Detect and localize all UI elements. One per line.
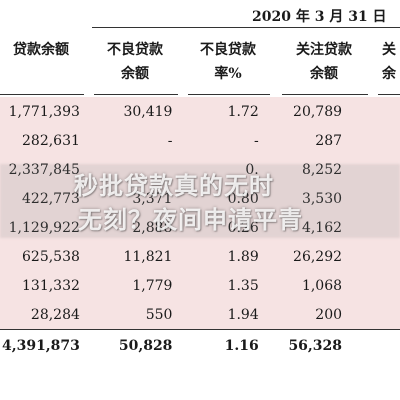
header-rule: [378, 94, 400, 95]
cell-loan: 282,631: [0, 126, 86, 155]
table-header: 贷款余额 不良贷款 余额 不良贷款 率% 关注贷款 余额 关 余: [0, 38, 400, 94]
cell-truncated: [354, 300, 400, 330]
cell-truncated: [354, 329, 400, 362]
cell-ratio: 0.: [186, 155, 273, 184]
watermark-band: [0, 164, 400, 238]
table-total-row: 4,391,873 50,828 1.16 56,328: [0, 329, 400, 362]
cell-ratio: 1.72: [186, 97, 273, 126]
cell-ratio: 1.89: [186, 242, 273, 271]
cell-truncated: [354, 155, 400, 184]
cell-loan: 1,771,393: [0, 97, 86, 126]
table-row: 131,332 1,779 1.35 1,068: [0, 271, 400, 300]
table-row: 282,631 - - 287: [0, 126, 400, 155]
cell-truncated: [354, 271, 400, 300]
loan-quality-table: 1,771,393 30,419 1.72 20,789 282,631 - -…: [0, 97, 400, 362]
cell-truncated: [354, 126, 400, 155]
cell-npl: -: [85, 126, 187, 155]
table-row: 1,129,922 2,888 0.26 4,162: [0, 213, 400, 242]
total-loan: 4,391,873: [0, 329, 86, 362]
cell-truncated: [354, 242, 400, 271]
cell-watch: 1,068: [272, 271, 355, 300]
cell-npl: [85, 155, 187, 184]
cell-ratio: 0.80: [186, 184, 273, 213]
cell-watch: 20,789: [272, 97, 355, 126]
cell-truncated: [354, 97, 400, 126]
date-header: 2020 年 3 月 31 日: [252, 9, 387, 25]
cell-npl: 2,888: [85, 213, 187, 242]
cell-truncated: [354, 213, 400, 242]
cell-ratio: 0.26: [186, 213, 273, 242]
cell-loan: 131,332: [0, 271, 86, 300]
header-rule: [282, 94, 368, 95]
cell-watch: 200: [272, 300, 355, 330]
cell-loan: 422,773: [0, 184, 86, 213]
header-rule: [0, 94, 84, 95]
cell-truncated: [354, 184, 400, 213]
header-rule: [188, 94, 270, 95]
cell-npl: 550: [85, 300, 187, 330]
cell-loan: 28,284: [0, 300, 86, 330]
column-header-npl-ratio: 不良贷款 率%: [200, 42, 256, 82]
cell-npl: 11,821: [85, 242, 187, 271]
column-header-npl-balance: 不良贷款 余额: [107, 42, 163, 82]
cell-watch: 287: [272, 126, 355, 155]
table-row: 2,337,845 0. 8,252: [0, 155, 400, 184]
column-header-loan-balance: 贷款余额: [13, 42, 69, 58]
total-watch: 56,328: [272, 329, 355, 362]
cell-loan: 1,129,922: [0, 213, 86, 242]
date-header-rule: [92, 27, 400, 28]
cell-npl: 1,779: [85, 271, 187, 300]
cell-ratio: -: [186, 126, 273, 155]
table-row: 625,538 11,821 1.89 26,292: [0, 242, 400, 271]
column-header-truncated: 关 余: [382, 42, 396, 82]
cell-watch: 4,162: [272, 213, 355, 242]
cell-watch: 8,252: [272, 155, 355, 184]
table-row: 1,771,393 30,419 1.72 20,789: [0, 97, 400, 126]
table-row: 28,284 550 1.94 200: [0, 300, 400, 330]
total-ratio: 1.16: [186, 329, 273, 362]
cell-watch: 3,530: [272, 184, 355, 213]
table-row: 422,773 3,371 0.80 3,530: [0, 184, 400, 213]
total-npl: 50,828: [85, 329, 187, 362]
column-header-watch-balance: 关注贷款 余额: [296, 42, 352, 82]
cell-loan: 2,337,845: [0, 155, 86, 184]
cell-npl: 30,419: [85, 97, 187, 126]
cell-ratio: 1.35: [186, 271, 273, 300]
cell-npl: 3,371: [85, 184, 187, 213]
cell-ratio: 1.94: [186, 300, 273, 330]
cell-loan: 625,538: [0, 242, 86, 271]
cell-watch: 26,292: [272, 242, 355, 271]
header-rule: [94, 94, 178, 95]
